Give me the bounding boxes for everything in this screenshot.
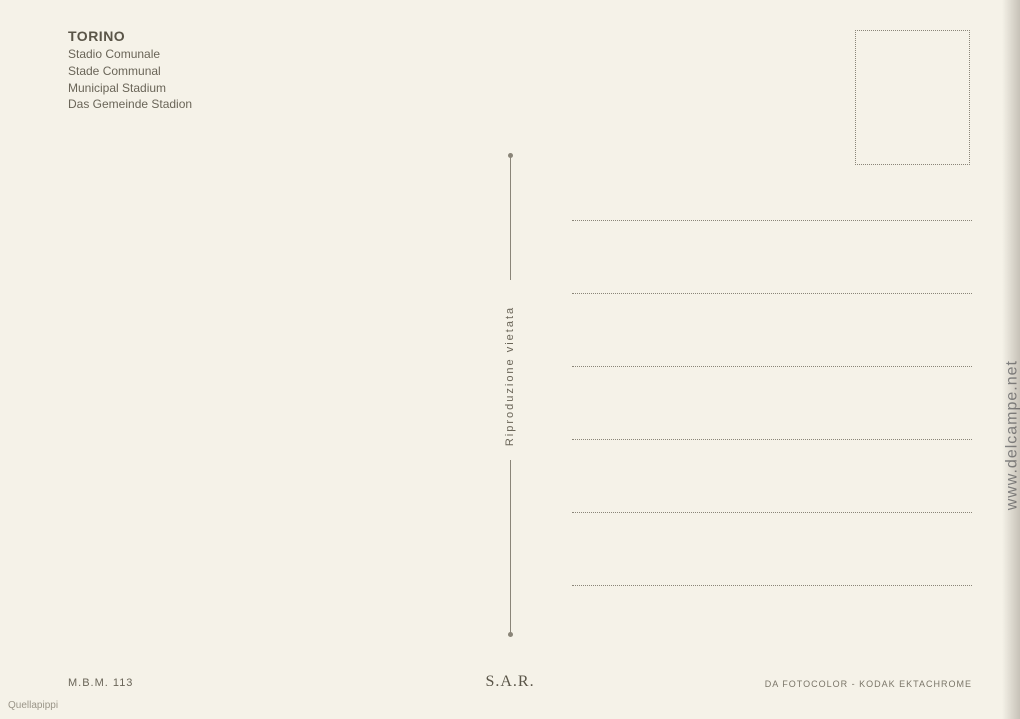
- address-line: [572, 585, 972, 586]
- seller-name: Quellapippi: [8, 700, 58, 711]
- subtitle-line: Stadio Comunale: [68, 46, 192, 63]
- edge-shadow: [1002, 0, 1020, 719]
- reproduction-notice: Riproduzione vietata: [504, 306, 516, 446]
- address-lines-group: [572, 220, 972, 658]
- address-line: [572, 220, 972, 221]
- address-line: [572, 293, 972, 294]
- publisher-logo: S.A.R.: [485, 673, 534, 691]
- subtitle-line: Municipal Stadium: [68, 80, 192, 97]
- location-title: TORINO: [68, 28, 192, 44]
- address-line: [572, 439, 972, 440]
- publisher-code: M.B.M. 113: [68, 677, 133, 689]
- postcard-back: TORINO Stadio Comunale Stade Communal Mu…: [0, 0, 1020, 719]
- address-line: [572, 512, 972, 513]
- address-line: [572, 366, 972, 367]
- title-block: TORINO Stadio Comunale Stade Communal Mu…: [68, 28, 192, 113]
- subtitle-line: Stade Communal: [68, 63, 192, 80]
- photo-credit: DA FOTOCOLOR - KODAK EKTACHROME: [765, 679, 972, 689]
- subtitle-line: Das Gemeinde Stadion: [68, 96, 192, 113]
- stamp-placeholder: [855, 30, 970, 165]
